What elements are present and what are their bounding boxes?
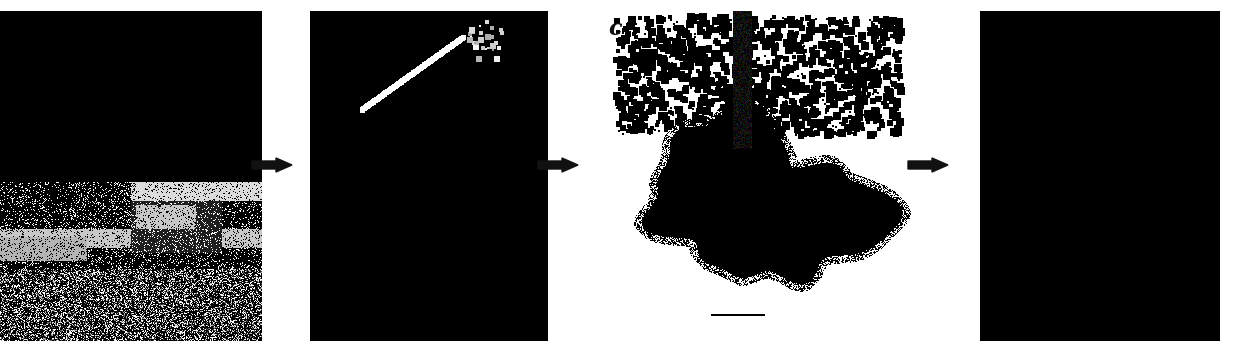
FancyArrow shape [252, 158, 291, 172]
FancyArrow shape [538, 158, 578, 172]
Text: c: c [608, 18, 621, 40]
FancyArrow shape [908, 158, 949, 172]
